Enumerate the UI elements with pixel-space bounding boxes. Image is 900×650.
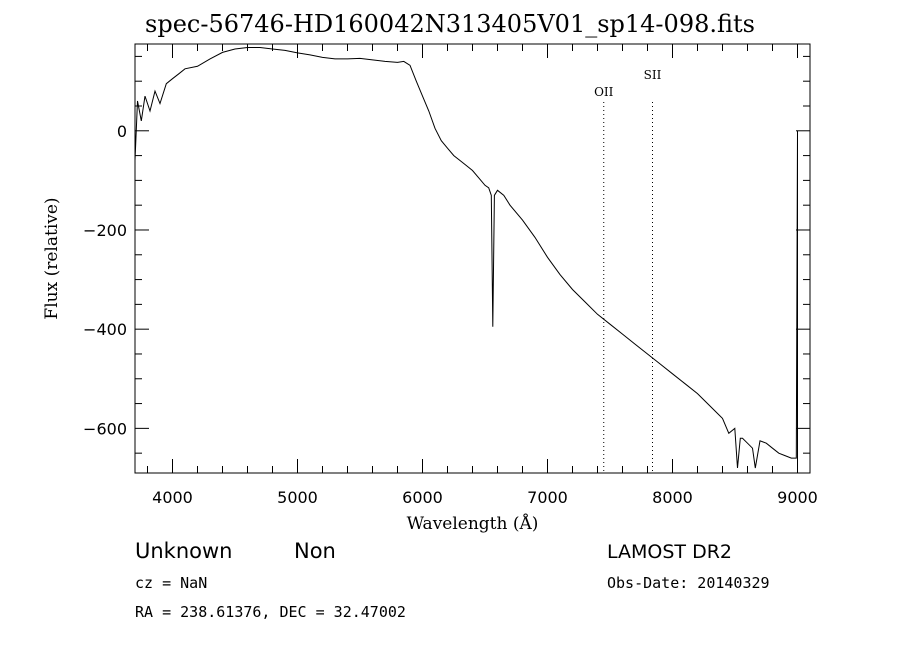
chart-title: spec-56746-HD160042N313405V01_sp14-098.f… xyxy=(145,10,755,38)
class-label: Unknown xyxy=(135,539,233,563)
y-tick-label: −200 xyxy=(83,221,127,240)
x-tick-label: 7000 xyxy=(527,488,568,507)
plot-frame xyxy=(134,43,811,474)
subclass-label: Non xyxy=(294,539,336,563)
survey-label: LAMOST DR2 xyxy=(607,541,732,563)
x-tick-label: 5000 xyxy=(277,488,318,507)
annotation-label: SII xyxy=(644,68,662,82)
annotation-label: OII xyxy=(594,85,614,99)
y-tick-label: −600 xyxy=(83,419,127,438)
axis-ticks xyxy=(135,44,810,473)
x-tick-label: 9000 xyxy=(777,488,818,507)
y-tick-label: 0 xyxy=(117,122,127,141)
spectrum-line xyxy=(134,47,798,473)
redshift-text: cz = NaN xyxy=(135,574,208,592)
y-tick-label: −400 xyxy=(83,320,127,339)
x-axis-label: Wavelength (Å) xyxy=(407,513,539,534)
x-tick-label: 6000 xyxy=(402,488,443,507)
line-annotations: OII SII xyxy=(594,68,662,473)
axis-tick-labels: 4000 5000 6000 7000 8000 9000 0 −200 −400 −600 xyxy=(83,122,818,507)
x-tick-label: 8000 xyxy=(652,488,693,507)
x-tick-label: 4000 xyxy=(152,488,193,507)
observation-date: Obs-Date: 20140329 xyxy=(607,574,770,592)
y-axis-label: Flux (relative) xyxy=(42,197,62,319)
coordinates-text: RA = 238.61376, DEC = 32.47002 xyxy=(135,603,406,621)
